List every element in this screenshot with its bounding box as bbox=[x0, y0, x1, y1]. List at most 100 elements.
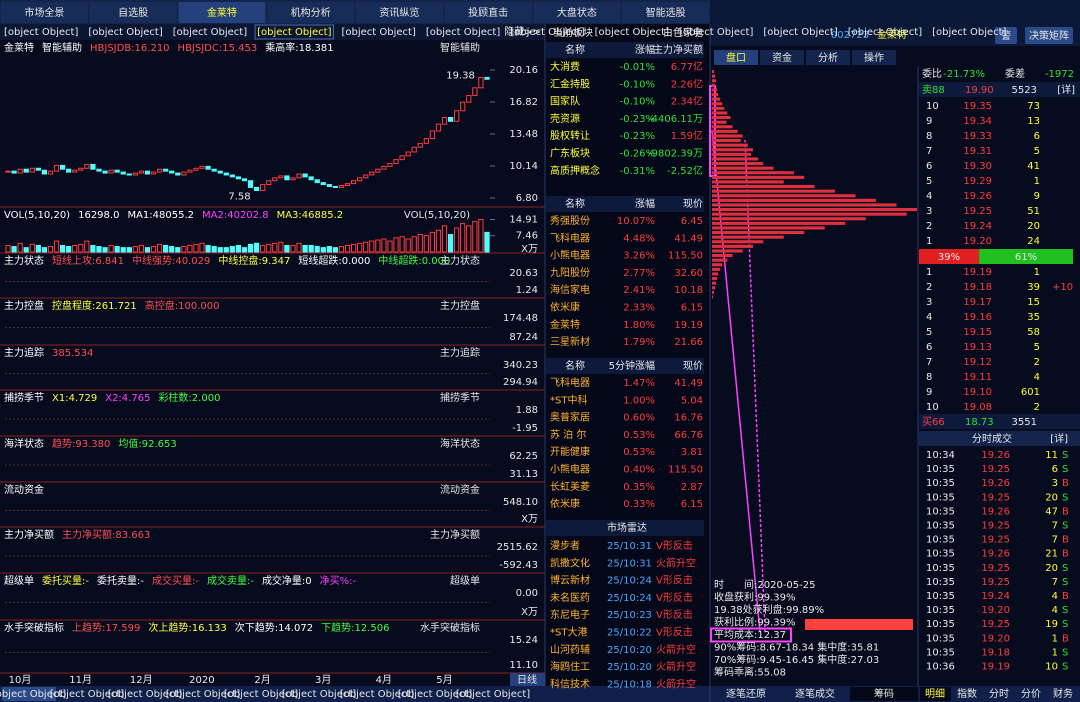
table-name[interactable]: 汇金持股 bbox=[550, 77, 590, 90]
chip-tab-label[interactable]: 盘口 bbox=[726, 51, 746, 64]
tab-label[interactable]: 市场全景 bbox=[24, 6, 64, 19]
toolbar-item[interactable]: [object Object] bbox=[88, 27, 162, 38]
chip-bottom-tab[interactable]: 逐笔成交 bbox=[795, 687, 835, 700]
radar-name[interactable]: 海鸥住工 bbox=[550, 660, 590, 673]
chip-tab-label[interactable]: 操作 bbox=[864, 51, 884, 64]
table-name[interactable]: 开能健康 bbox=[550, 445, 590, 458]
table-name[interactable]: 股权转让 bbox=[550, 129, 590, 142]
table-name[interactable]: 长虹美菱 bbox=[550, 480, 590, 493]
chip-tab-label[interactable]: 分析 bbox=[818, 51, 838, 64]
tab-label[interactable]: 智能选股 bbox=[646, 6, 686, 19]
table-name[interactable]: 依米康 bbox=[550, 301, 580, 314]
chip-bottom-tab[interactable]: 筹码 bbox=[874, 687, 894, 700]
trade-side: S bbox=[1062, 619, 1068, 630]
tab[interactable] bbox=[178, 2, 266, 23]
tab[interactable] bbox=[533, 2, 621, 23]
header-button-label[interactable]: 决策矩阵 bbox=[1029, 29, 1069, 42]
radar-name[interactable]: 凯撒文化 bbox=[550, 556, 590, 569]
header-button[interactable] bbox=[1025, 27, 1073, 44]
tab-label[interactable]: 资讯纵览 bbox=[379, 6, 419, 19]
chip-bottom-active bbox=[850, 687, 918, 701]
table-name[interactable]: 三星新材 bbox=[550, 335, 590, 348]
trade-time: 10:35 bbox=[926, 549, 955, 560]
table-name[interactable]: 国家队 bbox=[550, 95, 580, 108]
toolbar-item[interactable]: [object Object] bbox=[763, 27, 837, 38]
table-name[interactable]: 奥普家居 bbox=[550, 411, 590, 424]
ob-bottom-tab[interactable]: 分价 bbox=[1021, 688, 1041, 700]
table-name[interactable]: 飞科电器 bbox=[550, 231, 590, 244]
header-button[interactable] bbox=[995, 27, 1017, 44]
chip-tab-label[interactable]: 资金 bbox=[772, 51, 792, 64]
radar-name[interactable]: 山河药辅 bbox=[550, 643, 590, 656]
table-name[interactable]: 九阳股份 bbox=[550, 267, 590, 279]
bottom-tab[interactable]: [object Object] bbox=[282, 689, 356, 700]
chip-tab[interactable] bbox=[714, 50, 758, 65]
table-name[interactable]: 大消费 bbox=[550, 60, 580, 73]
bottom-tab[interactable]: [object Object] bbox=[224, 689, 298, 700]
ob-bottom-tab[interactable]: 财务 bbox=[1053, 687, 1073, 700]
bottom-tab[interactable]: [object Object] bbox=[0, 689, 66, 700]
radar-name[interactable]: 博云新材 bbox=[550, 574, 590, 587]
toolbar-item[interactable]: [object Object] bbox=[679, 27, 753, 38]
chip-tab[interactable] bbox=[760, 50, 804, 65]
volume-bar bbox=[308, 244, 314, 253]
toolbar-item[interactable]: [object Object] bbox=[595, 27, 669, 38]
table-name[interactable]: 小熊电器 bbox=[550, 249, 590, 262]
toolbar-item[interactable]: [object Object] bbox=[932, 27, 1006, 38]
bottom-tab[interactable]: [object Object] bbox=[50, 689, 124, 700]
tab[interactable] bbox=[267, 2, 354, 23]
volume-bar bbox=[284, 244, 290, 253]
table-name[interactable]: 秀强股份 bbox=[550, 215, 590, 227]
toolbar-item[interactable]: [object Object] bbox=[257, 27, 331, 38]
radar-name[interactable]: *ST大港 bbox=[550, 626, 587, 639]
toolbar-item[interactable]: [object Object] bbox=[4, 27, 78, 38]
table-name[interactable]: 飞科电器 bbox=[550, 376, 590, 389]
detail-link[interactable]: [详] bbox=[1057, 83, 1075, 96]
trade-volume: 20 bbox=[1045, 492, 1058, 503]
table-name[interactable]: 苏 泊 尔 bbox=[550, 428, 586, 441]
toolbar-item[interactable]: [object Object] bbox=[510, 27, 584, 38]
tab[interactable] bbox=[1, 2, 88, 23]
bottom-tab[interactable]: [object Object] bbox=[108, 689, 182, 700]
bottom-tab[interactable]: [object Object] bbox=[398, 689, 472, 700]
table-name[interactable]: *ST中科 bbox=[550, 393, 587, 406]
tab-label[interactable]: 金莱特 bbox=[207, 6, 237, 19]
table-name[interactable]: 小熊电器 bbox=[550, 463, 590, 476]
chip-tab[interactable] bbox=[852, 50, 896, 65]
candle bbox=[484, 76, 490, 80]
trades-detail[interactable]: [详] bbox=[1050, 432, 1068, 445]
header-button-label[interactable]: 警 bbox=[1001, 29, 1011, 42]
table-name[interactable]: 金莱特 bbox=[550, 318, 580, 331]
radar-name[interactable]: 科信技术 bbox=[550, 677, 590, 690]
toolbar-item[interactable]: [object Object] bbox=[342, 27, 416, 38]
table-name[interactable]: 依米康 bbox=[550, 497, 580, 510]
toolbar-item[interactable]: [object Object] bbox=[426, 27, 500, 38]
tab[interactable] bbox=[356, 2, 443, 23]
chip-bottom-tab[interactable]: 逐笔还原 bbox=[726, 687, 766, 700]
chip-tab[interactable] bbox=[806, 50, 850, 65]
tab[interactable] bbox=[622, 2, 709, 23]
tab-label[interactable]: 投顾直击 bbox=[468, 6, 508, 19]
ob-bottom-tab[interactable]: 明细 bbox=[925, 687, 945, 700]
tab-label[interactable]: 自选股 bbox=[118, 6, 148, 19]
radar-name[interactable]: 东尼电子 bbox=[550, 608, 590, 621]
radar-name[interactable]: 漫步者 bbox=[550, 540, 580, 552]
table-name[interactable]: 高质押概念 bbox=[550, 164, 600, 177]
bottom-tab[interactable]: [object Object] bbox=[456, 689, 530, 700]
table-name[interactable]: 广东板块 bbox=[550, 147, 590, 160]
tab[interactable] bbox=[89, 2, 177, 23]
tab-label[interactable]: 大盘状态 bbox=[557, 6, 597, 19]
bottom-tab[interactable]: [object Object] bbox=[166, 689, 240, 700]
toolbar-item[interactable]: [object Object] bbox=[173, 27, 247, 38]
bottom-tab[interactable]: [object Object] bbox=[340, 689, 414, 700]
hide-button[interactable]: 隐藏>> bbox=[504, 26, 541, 38]
table-name[interactable]: 海信家电 bbox=[550, 283, 590, 296]
ob-bottom-tab[interactable]: 指数 bbox=[957, 687, 977, 700]
ob-bottom-tab[interactable]: 分时 bbox=[989, 688, 1009, 700]
tab-label[interactable]: 机构分析 bbox=[291, 6, 331, 19]
bottom-bar bbox=[0, 686, 1080, 702]
radar-name[interactable]: 未名医药 bbox=[550, 591, 590, 604]
toolbar-item[interactable]: [object Object] bbox=[848, 27, 922, 38]
tab[interactable] bbox=[444, 2, 532, 23]
table-name[interactable]: 壳资源 bbox=[550, 112, 580, 125]
